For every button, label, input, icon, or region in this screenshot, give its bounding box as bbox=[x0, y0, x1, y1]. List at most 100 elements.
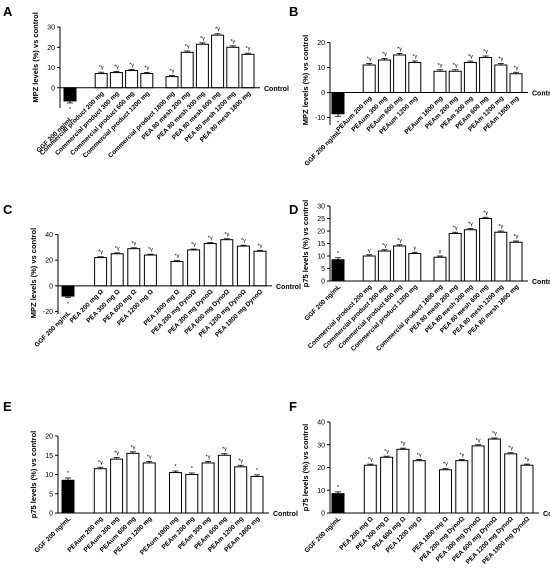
significance-label: *γ bbox=[483, 49, 488, 55]
significance-label: * bbox=[69, 107, 72, 113]
significance-label: *γ bbox=[368, 457, 373, 463]
significance-label: *γ bbox=[508, 446, 513, 452]
significance-label: *γ bbox=[129, 62, 134, 68]
bar bbox=[494, 64, 508, 93]
significance-label: *γ bbox=[525, 457, 530, 463]
significance-label: *γ bbox=[417, 453, 422, 459]
y-tick-label: 20 bbox=[47, 45, 55, 52]
significance-label: *γ bbox=[98, 460, 103, 466]
significance-label: *γ bbox=[382, 243, 387, 249]
y-tick-label: 0 bbox=[321, 90, 325, 97]
bar bbox=[412, 460, 426, 514]
significance-label: *γ bbox=[230, 39, 235, 45]
bar bbox=[504, 453, 518, 514]
bar bbox=[471, 445, 485, 514]
y-tick-label: -20 bbox=[43, 309, 53, 316]
category-label: Commercial product 600 mg bbox=[337, 283, 404, 350]
significance-label: *γ bbox=[514, 65, 519, 71]
bar bbox=[109, 72, 123, 89]
significance-label: *γ bbox=[459, 453, 464, 459]
significance-label: *γ bbox=[238, 458, 243, 464]
bar bbox=[211, 34, 225, 89]
significance-label: γ bbox=[368, 248, 371, 254]
bar bbox=[220, 239, 234, 287]
significance-label: *γ bbox=[246, 46, 251, 52]
bar bbox=[126, 452, 140, 514]
bar bbox=[396, 448, 410, 514]
y-axis-label: p75 levels (%) vs control bbox=[301, 200, 310, 288]
y-tick-label: 0 bbox=[49, 511, 53, 518]
bar bbox=[479, 218, 493, 282]
bar bbox=[234, 466, 248, 514]
bar bbox=[363, 464, 377, 514]
y-axis-label: p75 levels (%) vs control bbox=[29, 431, 38, 519]
bar bbox=[509, 73, 523, 93]
control-label: Control bbox=[273, 511, 298, 518]
bar bbox=[253, 250, 267, 287]
bar bbox=[362, 255, 376, 282]
significance-label: *γ bbox=[99, 65, 104, 71]
bar bbox=[180, 51, 194, 89]
significance-label: * bbox=[337, 120, 340, 126]
y-tick-label: 10 bbox=[317, 65, 325, 72]
y-axis-label: p75 levels (%) vs control bbox=[301, 424, 310, 512]
y-axis-label: MPZ levels (%) vs control bbox=[301, 35, 310, 125]
bar bbox=[380, 456, 394, 514]
bar bbox=[463, 62, 477, 93]
significance-label: *γ bbox=[367, 57, 372, 63]
y-tick-label: 40 bbox=[45, 232, 53, 239]
significance-label: *γ bbox=[185, 44, 190, 50]
bar bbox=[110, 253, 124, 287]
significance-label: *γ bbox=[498, 224, 503, 230]
significance-label: *γ bbox=[514, 234, 519, 240]
bar bbox=[377, 59, 391, 93]
y-tick-label: 0 bbox=[51, 85, 55, 92]
bar bbox=[169, 472, 182, 514]
significance-label: *γ bbox=[468, 222, 473, 228]
bar bbox=[241, 53, 255, 89]
y-tick-label: 30 bbox=[317, 442, 325, 449]
bar bbox=[362, 64, 376, 93]
significance-label: *γ bbox=[412, 54, 417, 60]
y-tick-label: 5 bbox=[49, 491, 53, 498]
bar bbox=[142, 462, 156, 514]
bar bbox=[433, 70, 447, 93]
bar bbox=[331, 259, 345, 282]
panel-letter: E bbox=[3, 399, 12, 414]
significance-label: *γ bbox=[215, 27, 220, 33]
category-label: GGF 200 ng/mL bbox=[303, 515, 342, 554]
y-axis-label: MPZ levels (%) vs control bbox=[31, 12, 40, 102]
y-tick-label: 30 bbox=[47, 25, 55, 32]
bar bbox=[331, 92, 345, 115]
y-tick-label: 0 bbox=[321, 279, 325, 286]
bar bbox=[509, 241, 523, 282]
significance-label: *γ bbox=[115, 246, 120, 252]
bar bbox=[143, 254, 157, 287]
y-tick-label: 0 bbox=[49, 283, 53, 290]
y-tick-label: 0 bbox=[321, 511, 325, 518]
bar bbox=[185, 474, 199, 514]
y-tick-label: -10 bbox=[315, 115, 325, 122]
bar bbox=[170, 260, 184, 287]
significance-label: *γ bbox=[191, 242, 196, 248]
panel-letter: C bbox=[3, 202, 13, 217]
panel-f: F 0 10 20 30 40 p75 levels (%) vs control * GGF … bbox=[289, 399, 550, 566]
significance-label: *γ bbox=[175, 254, 180, 260]
bar bbox=[250, 475, 264, 514]
significance-label: *γ bbox=[170, 68, 175, 74]
bar bbox=[393, 54, 407, 93]
significance-label: *γ bbox=[438, 63, 443, 69]
bar bbox=[203, 243, 217, 287]
panel-b: B -10 0 10 20 MPZ levels (%) vs control * GGF 2… bbox=[289, 4, 550, 168]
significance-label: *γ bbox=[241, 238, 246, 244]
significance-label: *γ bbox=[453, 63, 458, 69]
bar bbox=[393, 245, 407, 282]
y-tick-label: 20 bbox=[317, 465, 325, 472]
significance-label: *γ bbox=[384, 449, 389, 455]
bar bbox=[487, 438, 501, 514]
control-label: Control bbox=[264, 86, 289, 93]
significance-label: γ bbox=[439, 249, 442, 255]
